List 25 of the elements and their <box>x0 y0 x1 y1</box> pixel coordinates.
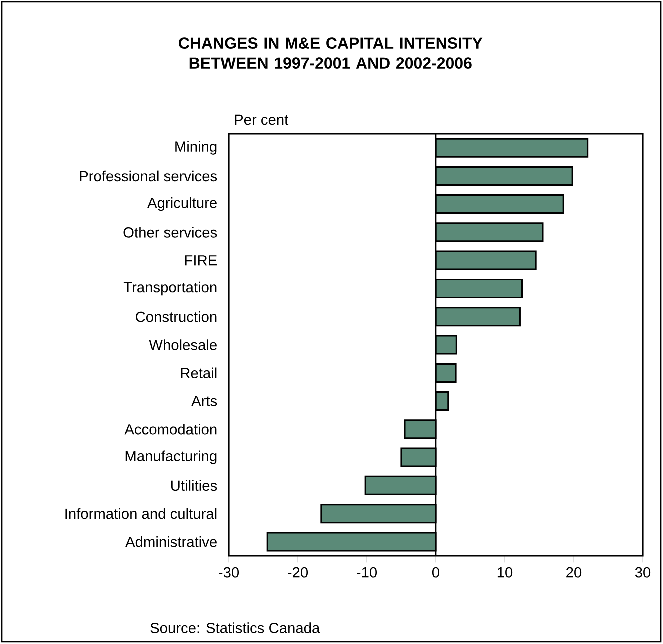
x-tick-label: 30 <box>635 567 651 578</box>
y-tick-label: Utilities <box>171 480 218 492</box>
y-tick-label: Manufacturing <box>126 450 217 464</box>
y-tick-label: Arts <box>192 396 218 406</box>
x-axis-title: Per cent <box>235 114 289 126</box>
x-tick-label: -10 <box>357 567 378 578</box>
x-tick-label: 20 <box>566 567 582 578</box>
y-tick-label: Information and cultural <box>66 508 217 520</box>
x-tick-label: 0 <box>432 567 440 578</box>
chart-title: CHANGES IN M&E CAPITAL INTENSITY BETWEEN 1997-2001 AND 2002-2006 <box>179 38 483 69</box>
y-tick-label: Administrative <box>126 536 217 548</box>
x-tick-label: -30 <box>219 567 240 578</box>
y-tick-label: Mining <box>176 141 217 155</box>
y-tick-label: Retail <box>181 368 217 379</box>
y-tick-label: Wholesale <box>149 340 217 350</box>
y-tick-label: Accomodation <box>124 424 217 435</box>
y-tick-label: Transportation <box>124 282 217 296</box>
source-note: Source: Statistics Canada <box>150 622 320 634</box>
x-tick-label: -20 <box>288 567 308 578</box>
y-tick-label: Agriculture <box>148 198 217 212</box>
y-tick-label: Other services <box>124 227 218 238</box>
y-tick-label: Construction <box>136 311 217 322</box>
x-tick-label: 10 <box>498 567 513 578</box>
y-tick-label: Professional services <box>80 170 218 182</box>
y-tick-label: FIRE <box>185 256 217 266</box>
